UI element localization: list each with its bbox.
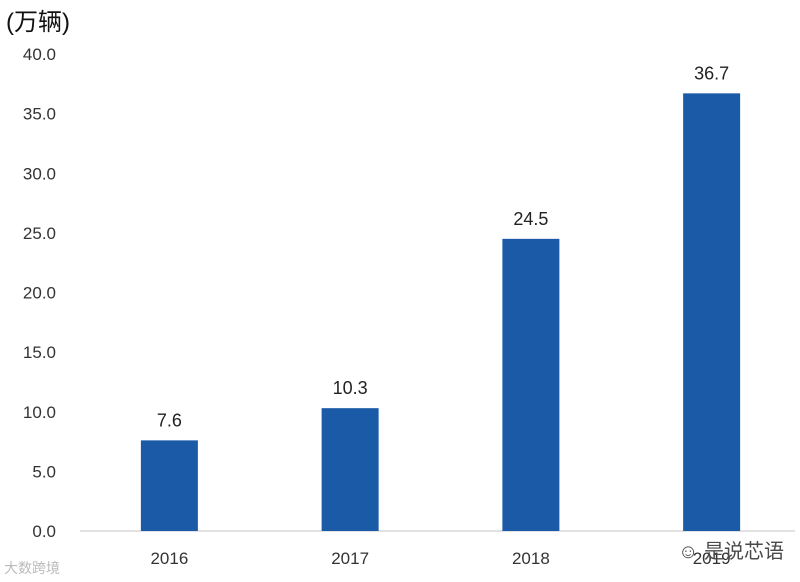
y-tick-label: 25.0 — [23, 224, 56, 243]
y-tick-label: 0.0 — [32, 522, 56, 541]
y-tick-label: 40.0 — [23, 45, 56, 64]
bar-2018 — [502, 238, 560, 531]
y-axis-ticks: 0.0 5.0 10.0 15.0 20.0 25.0 30.0 35.0 40.0 — [23, 45, 56, 541]
data-labels-group: 7.6 10.3 24.5 36.7 — [157, 63, 729, 430]
bar-2019 — [683, 93, 741, 531]
wechat-icon: ☺ — [678, 541, 699, 563]
y-tick-label: 10.0 — [23, 403, 56, 422]
data-label-2016: 7.6 — [157, 410, 182, 430]
watermark-left: 大数跨境 — [4, 558, 60, 578]
y-tick-label: 30.0 — [23, 164, 56, 183]
x-tick-label: 2018 — [512, 549, 550, 568]
x-tick-label: 2016 — [150, 549, 188, 568]
watermark-left-text: 大数跨境 — [4, 560, 60, 576]
watermark-right-text: 是说芯语 — [704, 541, 784, 563]
data-label-2017: 10.3 — [333, 378, 368, 398]
y-axis-unit-label: (万辆) — [6, 9, 70, 36]
x-tick-label: 2019 — [693, 549, 731, 568]
y-tick-label: 20.0 — [23, 284, 56, 303]
x-axis-ticks: 2016 2017 2018 2019 — [150, 549, 730, 568]
data-label-2018: 24.5 — [513, 209, 548, 229]
watermark-right: ☺ 是说芯语 — [678, 535, 784, 564]
x-tick-label: 2017 — [331, 549, 369, 568]
y-tick-label: 35.0 — [23, 105, 56, 124]
data-label-2019: 36.7 — [694, 63, 729, 83]
bar-2016 — [140, 440, 198, 531]
y-tick-label: 5.0 — [32, 462, 56, 481]
bar-2017 — [321, 408, 379, 531]
bars-group — [140, 93, 741, 531]
y-tick-label: 15.0 — [23, 343, 56, 362]
